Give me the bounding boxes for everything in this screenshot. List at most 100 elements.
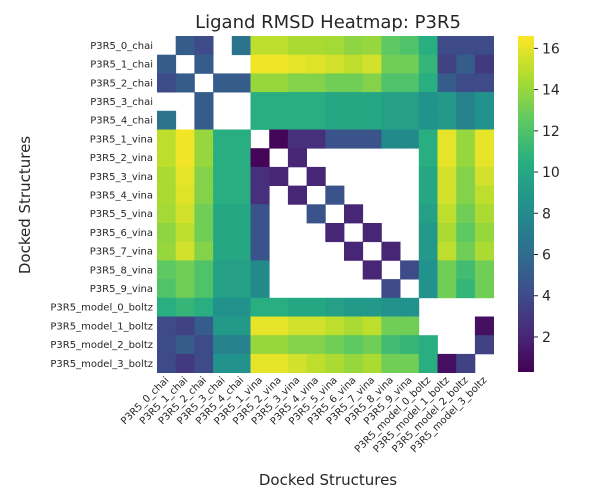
heatmap-cell	[194, 166, 214, 186]
heatmap-cell	[306, 353, 326, 373]
heatmap-cell	[213, 129, 233, 149]
y-tick-label: P3R5_model_0_boltz	[50, 303, 153, 314]
heatmap-cell	[344, 54, 364, 74]
heatmap-cell	[213, 223, 233, 243]
heatmap-cell	[344, 36, 364, 56]
heatmap-cell	[175, 148, 195, 168]
heatmap-cell	[287, 148, 307, 168]
heatmap-cell	[157, 148, 177, 168]
heatmap-cell	[269, 353, 289, 373]
y-tick-label: P3R5_3_vina	[90, 172, 153, 183]
heatmap-cell	[474, 54, 494, 74]
heatmap-cell	[456, 260, 476, 280]
heatmap-cell	[418, 353, 438, 373]
heatmap-cell	[231, 335, 251, 355]
heatmap-cell	[362, 335, 382, 355]
heatmap-cell	[194, 335, 214, 355]
y-tick-label: P3R5_3_chai	[90, 97, 153, 108]
heatmap-cell	[250, 260, 270, 280]
heatmap-cell	[306, 204, 326, 224]
heatmap-cell	[231, 185, 251, 205]
heatmap-cell	[213, 279, 233, 299]
heatmap-cell	[250, 223, 270, 243]
heatmap-cell	[325, 335, 345, 355]
heatmap-cell	[231, 129, 251, 149]
heatmap-cell	[231, 36, 251, 56]
heatmap-cell	[418, 223, 438, 243]
heatmap-cell	[474, 335, 494, 355]
heatmap-cell	[175, 185, 195, 205]
heatmap-cell	[418, 54, 438, 74]
heatmap-cell	[306, 297, 326, 317]
y-tick-label: P3R5_0_chai	[90, 41, 153, 52]
heatmap-cell	[418, 185, 438, 205]
heatmap-cell	[362, 223, 382, 243]
heatmap-cell	[157, 54, 177, 74]
heatmap-cell	[306, 36, 326, 56]
heatmap-cell	[250, 279, 270, 299]
colorbar-tick-label: 8	[542, 206, 551, 222]
heatmap-cell	[381, 335, 401, 355]
heatmap-cell	[306, 110, 326, 130]
heatmap-cell	[474, 241, 494, 261]
heatmap-cell	[287, 297, 307, 317]
heatmap-cell	[175, 166, 195, 186]
heatmap-cell	[437, 54, 457, 74]
heatmap-cell	[344, 110, 364, 130]
heatmap-cell	[400, 54, 420, 74]
heatmap-cell	[194, 316, 214, 336]
heatmap-cell	[456, 148, 476, 168]
heatmap-cell	[362, 73, 382, 93]
heatmap-cell	[437, 185, 457, 205]
heatmap-cell	[287, 129, 307, 149]
heatmap-cell	[418, 110, 438, 130]
heatmap-cell	[456, 36, 476, 56]
heatmap-cell	[400, 297, 420, 317]
heatmap-cell	[269, 166, 289, 186]
heatmap-cell	[287, 353, 307, 373]
heatmap-cell	[344, 129, 364, 149]
heatmap-cell	[231, 166, 251, 186]
heatmap-cell	[231, 297, 251, 317]
heatmap-cell	[362, 260, 382, 280]
heatmap-cell	[474, 185, 494, 205]
heatmap-cell	[474, 148, 494, 168]
heatmap-cell	[456, 241, 476, 261]
heatmap-cell	[456, 54, 476, 74]
heatmap-cell	[213, 204, 233, 224]
y-tick-labels: P3R5_0_chai P3R5_1_chai P3R5_2_chai P3R5_3_…	[50, 41, 153, 370]
heatmap-cell	[231, 241, 251, 261]
heatmap-cell	[194, 36, 214, 56]
heatmap-cell	[231, 353, 251, 373]
heatmap-cell	[250, 335, 270, 355]
heatmap-cell	[175, 241, 195, 261]
heatmap-cell	[250, 36, 270, 56]
heatmap-cell	[250, 241, 270, 261]
heatmap-cell	[250, 204, 270, 224]
heatmap-cell	[437, 353, 457, 373]
heatmap-cell	[250, 166, 270, 186]
heatmap-cell	[362, 129, 382, 149]
y-tick-label: P3R5_4_chai	[90, 116, 153, 127]
y-tick-label: P3R5_7_vina	[90, 247, 153, 258]
heatmap-cell	[306, 92, 326, 112]
heatmap-cell	[250, 185, 270, 205]
heatmap-cell	[381, 129, 401, 149]
heatmap-cell	[418, 204, 438, 224]
heatmap-cell	[456, 185, 476, 205]
heatmap-cell	[362, 353, 382, 373]
heatmap-cell	[287, 316, 307, 336]
heatmap-cell	[250, 54, 270, 74]
heatmap-cell	[400, 353, 420, 373]
chart-title: Ligand RMSD Heatmap: P3R5	[195, 12, 461, 33]
heatmap-cell	[456, 353, 476, 373]
heatmap-cell	[325, 54, 345, 74]
heatmap-cell	[381, 297, 401, 317]
heatmap-cell	[194, 92, 214, 112]
heatmap-cell	[157, 166, 177, 186]
x-axis-label: Docked Structures	[259, 471, 397, 489]
heatmap-cell	[381, 54, 401, 74]
heatmap-cell	[437, 36, 457, 56]
heatmap-cell	[194, 223, 214, 243]
heatmap-cell	[157, 297, 177, 317]
